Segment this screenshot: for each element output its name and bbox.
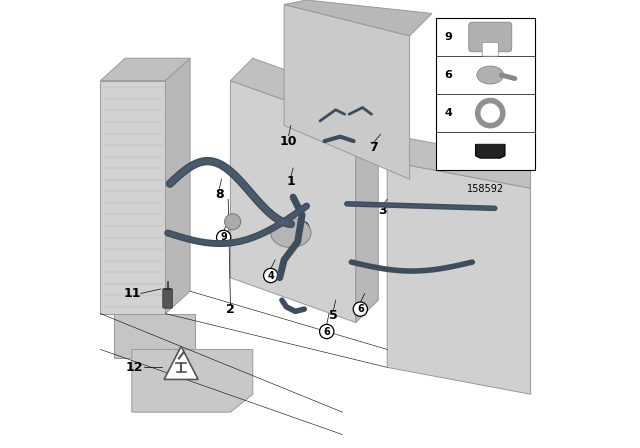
Polygon shape bbox=[476, 145, 505, 158]
Polygon shape bbox=[356, 103, 378, 323]
Text: 10: 10 bbox=[280, 134, 298, 148]
Polygon shape bbox=[387, 161, 531, 394]
Text: 11: 11 bbox=[123, 287, 141, 300]
FancyBboxPatch shape bbox=[163, 289, 173, 308]
Text: 1: 1 bbox=[287, 175, 295, 188]
Ellipse shape bbox=[477, 66, 504, 84]
Polygon shape bbox=[100, 58, 190, 81]
Text: 3: 3 bbox=[378, 204, 387, 217]
Polygon shape bbox=[284, 4, 410, 179]
Circle shape bbox=[225, 214, 241, 230]
Text: 6: 6 bbox=[323, 327, 330, 336]
Text: 2: 2 bbox=[226, 302, 235, 316]
Text: 7: 7 bbox=[369, 141, 378, 155]
Text: 8: 8 bbox=[215, 188, 223, 202]
FancyBboxPatch shape bbox=[436, 18, 535, 170]
Ellipse shape bbox=[271, 219, 311, 247]
Polygon shape bbox=[100, 81, 165, 314]
Polygon shape bbox=[164, 346, 198, 379]
Text: 9: 9 bbox=[445, 32, 452, 42]
FancyBboxPatch shape bbox=[468, 22, 512, 52]
Polygon shape bbox=[284, 0, 432, 36]
Text: 6: 6 bbox=[445, 70, 452, 80]
Text: 9: 9 bbox=[220, 233, 227, 242]
Polygon shape bbox=[387, 134, 531, 188]
Text: 6: 6 bbox=[357, 304, 364, 314]
FancyBboxPatch shape bbox=[482, 43, 499, 56]
Text: 4: 4 bbox=[445, 108, 452, 118]
Polygon shape bbox=[114, 314, 195, 358]
Text: 12: 12 bbox=[125, 361, 143, 374]
Polygon shape bbox=[132, 349, 253, 412]
Text: 5: 5 bbox=[329, 309, 338, 323]
Text: 4: 4 bbox=[268, 271, 274, 280]
Polygon shape bbox=[230, 58, 378, 125]
Text: 158592: 158592 bbox=[467, 184, 504, 194]
Polygon shape bbox=[230, 81, 356, 323]
Text: 4: 4 bbox=[299, 224, 305, 233]
Polygon shape bbox=[165, 58, 190, 314]
